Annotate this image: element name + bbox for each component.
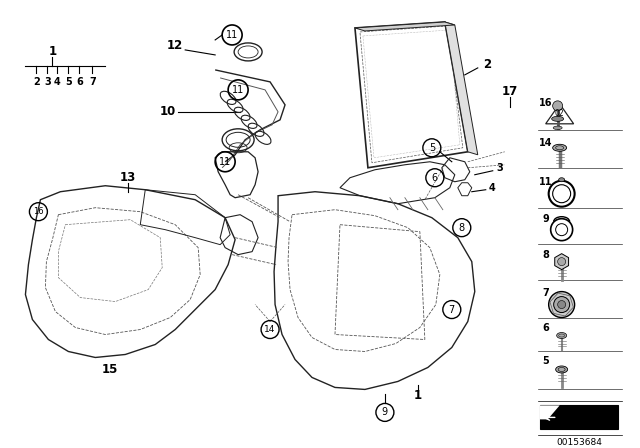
Text: 16: 16 [33,207,44,216]
Text: 9: 9 [542,214,549,224]
Text: 11: 11 [226,30,238,40]
Ellipse shape [557,332,566,339]
Polygon shape [540,405,559,419]
Text: 11: 11 [539,177,552,187]
Text: 8: 8 [542,250,549,260]
Text: 2: 2 [33,77,40,87]
Text: 10: 10 [160,105,177,118]
Text: 00153684: 00153684 [557,438,603,447]
Text: 6: 6 [542,323,549,332]
Text: 7: 7 [89,77,96,87]
Text: 14: 14 [539,138,552,148]
Text: 4: 4 [54,77,61,87]
Polygon shape [445,22,478,155]
Circle shape [557,258,566,266]
Text: 8: 8 [459,223,465,233]
Text: 13: 13 [120,171,136,184]
Circle shape [548,292,575,318]
Text: 1: 1 [49,45,56,58]
Text: 9: 9 [382,407,388,418]
Text: 14: 14 [264,325,276,334]
Circle shape [557,301,566,309]
Text: 15: 15 [102,363,118,376]
Text: 5: 5 [542,357,549,366]
Ellipse shape [553,144,566,151]
Circle shape [553,101,563,111]
Text: 6: 6 [432,173,438,183]
Text: 5: 5 [429,143,435,153]
Text: 5: 5 [65,77,72,87]
Text: 3: 3 [497,163,503,173]
Polygon shape [355,22,455,31]
Ellipse shape [552,116,564,121]
Text: 4: 4 [488,183,495,193]
Ellipse shape [556,366,568,373]
Text: 6: 6 [76,77,83,87]
Text: 7: 7 [449,305,455,314]
Text: 17: 17 [502,86,518,99]
Text: 3: 3 [44,77,51,87]
Text: 7: 7 [542,288,549,297]
Polygon shape [540,405,618,429]
Text: 02: 02 [555,109,564,118]
Text: 16: 16 [539,98,552,108]
Text: 11: 11 [232,85,244,95]
Text: 11: 11 [219,157,231,167]
Ellipse shape [553,126,562,129]
Ellipse shape [559,178,564,182]
Circle shape [554,297,570,313]
Text: 2: 2 [483,58,491,71]
Text: 1: 1 [414,389,422,402]
Text: 12: 12 [167,39,183,52]
